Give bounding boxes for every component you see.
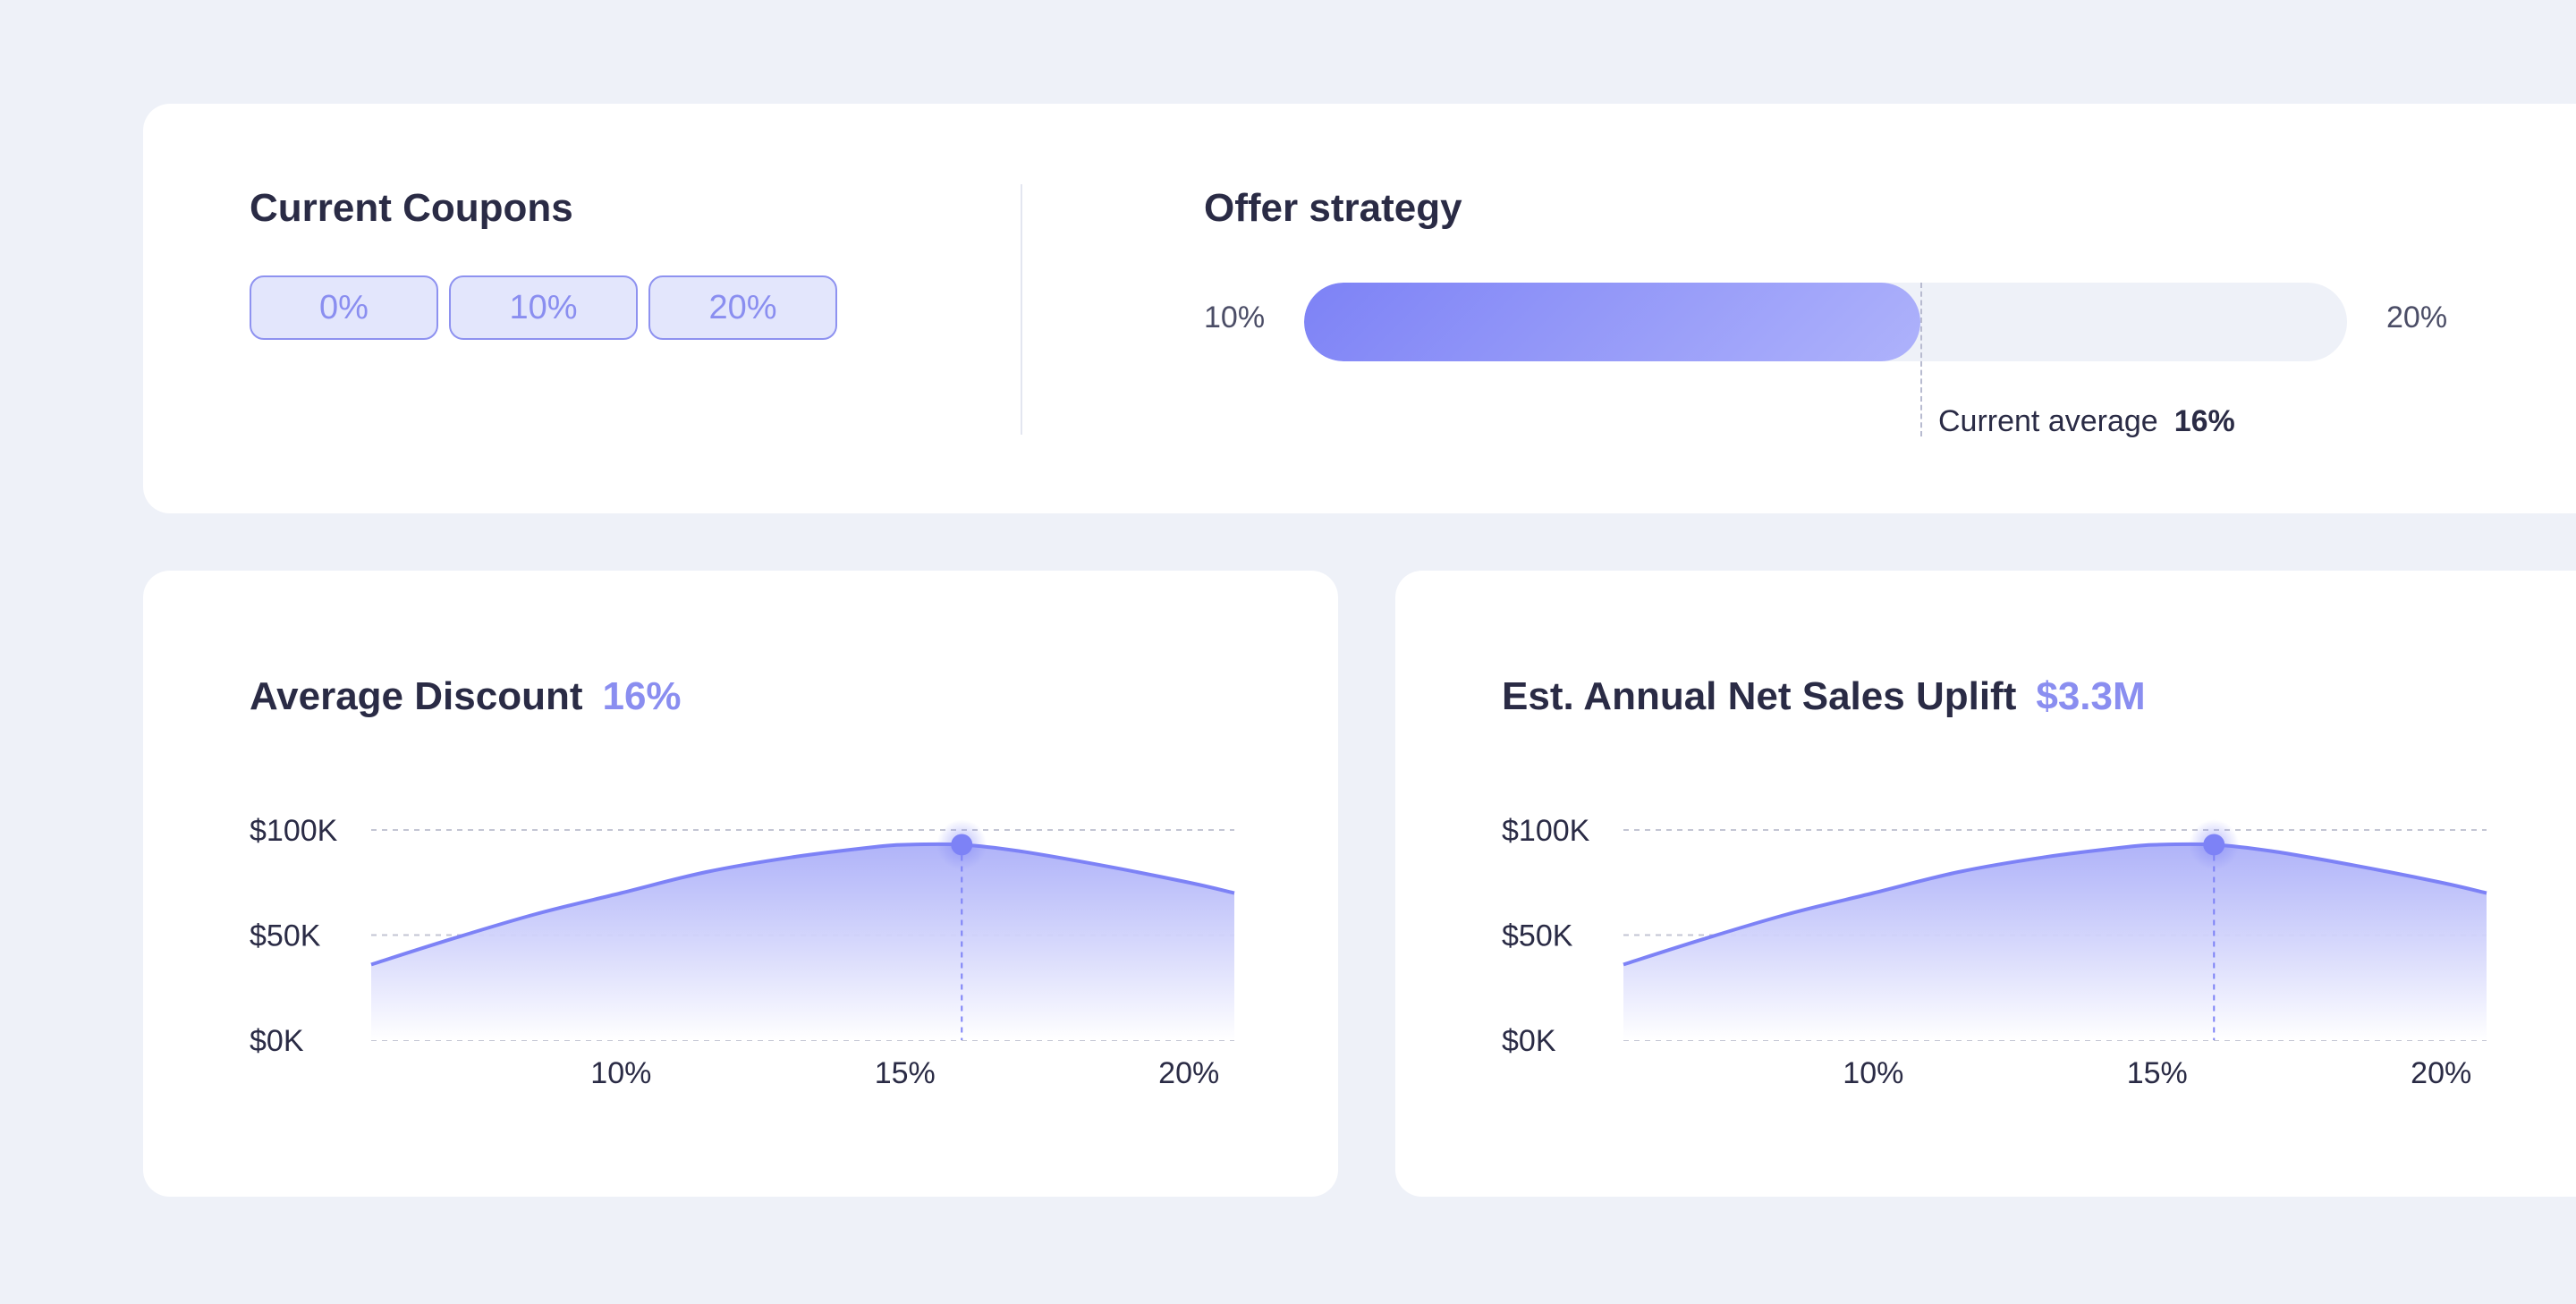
current-average-text: Current average (1938, 404, 2158, 438)
coupon-strategy-card: Current Coupons 0% 10% 20% Offer strateg… (143, 104, 2576, 513)
x-tick-label: 15% (2127, 1056, 2188, 1090)
x-tick-label: 20% (2411, 1056, 2471, 1090)
y-tick-label: $100K (1502, 814, 1590, 848)
average-discount-value: 16% (602, 674, 682, 718)
offer-strategy-slider[interactable] (1304, 283, 2347, 361)
offer-strategy-fill (1304, 283, 1920, 361)
area-fill (371, 843, 1234, 1040)
net-sales-uplift-title: Est. Annual Net Sales Uplift $3.3M (1502, 674, 2146, 719)
area-fill (1623, 843, 2487, 1040)
x-tick-label: 10% (590, 1056, 651, 1090)
highlight-point (2203, 834, 2225, 856)
net-sales-uplift-chart: $0K $50K $100K 10% 15% 20% (1502, 814, 2487, 1090)
x-tick-label: 20% (1158, 1056, 1219, 1090)
coupon-chip-20[interactable]: 20% (648, 275, 837, 340)
average-discount-label: Average Discount (250, 674, 583, 718)
average-discount-chart: $0K $50K $100K 10% 15% 20% (250, 814, 1235, 1090)
average-discount-card: Average Discount 16% $0K $50K $100K 10% 15% 20… (143, 571, 1338, 1197)
offer-range-min-label: 10% (1204, 301, 1266, 334)
y-tick-label: $0K (250, 1024, 304, 1058)
net-sales-uplift-value: $3.3M (2036, 674, 2146, 718)
net-sales-uplift-label: Est. Annual Net Sales Uplift (1502, 674, 2017, 718)
current-average-value: 16% (2174, 404, 2235, 438)
series-line (1623, 842, 2487, 967)
x-tick-label: 10% (1843, 1056, 1903, 1090)
y-tick-label: $100K (250, 814, 338, 848)
section-divider (1021, 184, 1022, 435)
net-sales-uplift-card: Est. Annual Net Sales Uplift $3.3M $0K $50… (1395, 571, 2576, 1197)
y-tick-label: $50K (1502, 919, 1573, 953)
coupon-chip-10[interactable]: 10% (449, 275, 638, 340)
offer-range-max-label: 20% (2386, 301, 2448, 334)
highlight-point (951, 834, 973, 856)
current-coupons-title: Current Coupons (250, 186, 573, 230)
x-tick-label: 15% (875, 1056, 936, 1090)
current-average-label: Current average 16% (1938, 404, 2235, 439)
y-tick-label: $0K (1502, 1024, 1556, 1058)
coupon-chip-0[interactable]: 0% (250, 275, 438, 340)
series-line (370, 842, 1235, 967)
current-average-marker (1920, 283, 1922, 436)
y-tick-label: $50K (250, 919, 321, 953)
average-discount-title: Average Discount 16% (250, 674, 682, 719)
coupon-chip-group: 0% 10% 20% (250, 275, 837, 340)
offer-strategy-title: Offer strategy (1204, 186, 1462, 230)
